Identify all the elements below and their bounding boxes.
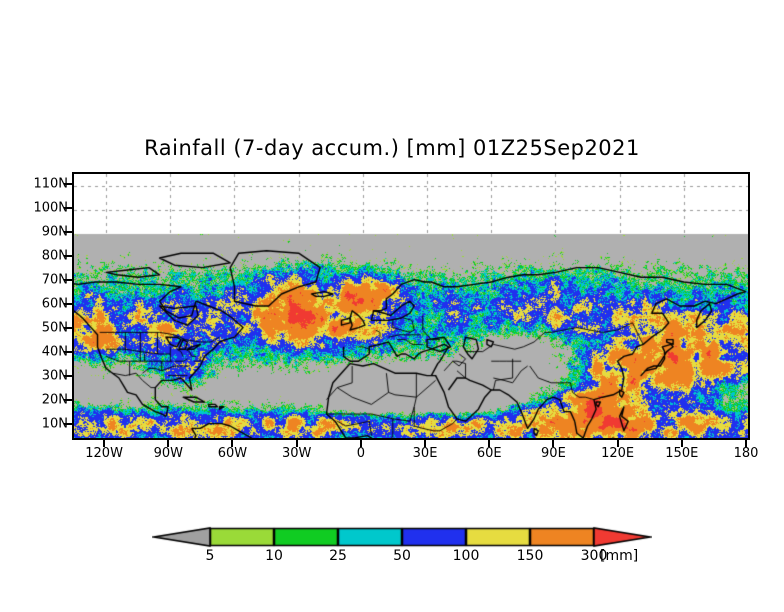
y-axis-tick-mark (64, 255, 72, 257)
colorbar-tick-label: 100 (452, 548, 480, 564)
y-axis-tick-mark (64, 279, 72, 281)
colorbar-unit-label: [mm] (600, 548, 639, 564)
figure-title: Rainfall (7-day accum.) [mm] 01Z25Sep202… (144, 136, 640, 160)
x-axis-tick-label: 90W (153, 446, 183, 461)
x-axis-tick-label: 180 (733, 446, 759, 461)
x-axis-tick-mark (488, 440, 491, 447)
y-axis-tick-label: 80N (41, 248, 68, 264)
map-plot-area (72, 172, 750, 440)
x-axis-tick-mark (167, 440, 170, 447)
y-axis-tick-label: 60N (41, 296, 68, 312)
y-axis-tick-label: 30N (41, 368, 68, 384)
x-axis-tick-mark (359, 440, 362, 447)
y-axis-tick-mark (64, 207, 72, 209)
x-axis-tick-mark (552, 440, 555, 447)
y-axis-tick-mark (64, 423, 72, 425)
x-axis-tick-mark (680, 440, 683, 447)
colorbar-tick-label: 25 (329, 548, 347, 564)
x-axis-tick-label: 30W (281, 446, 312, 461)
x-axis-tick-label: 120E (601, 446, 635, 461)
y-axis-tick-mark (64, 375, 72, 377)
x-axis-tick-mark (295, 440, 298, 447)
y-axis-tick-label: 90N (41, 224, 68, 240)
x-axis-tick-label: 30E (412, 446, 438, 461)
colorbar-swatches (152, 524, 652, 550)
x-axis-tick-mark (103, 440, 106, 447)
colorbar-tick-label: 300 (580, 548, 608, 564)
x-axis-tick-label: 60E (476, 446, 502, 461)
y-axis-tick-label: 20N (41, 392, 68, 408)
x-axis-tick-label: 90E (541, 446, 566, 461)
y-axis-tick-mark (64, 231, 72, 233)
x-axis-tick-label: 150E (665, 446, 699, 461)
colorbar-tick-label: 150 (516, 548, 544, 564)
x-axis-tick-label: 60W (217, 446, 248, 461)
colorbar-tick-label: 10 (265, 548, 283, 564)
y-axis-tick-label: 50N (41, 320, 68, 336)
y-axis-tick-mark (64, 183, 72, 185)
x-axis-tick-mark (745, 440, 747, 447)
y-axis-tick-mark (64, 351, 72, 353)
x-axis-tick-mark (616, 440, 619, 447)
y-axis-tick-label: 110N (33, 176, 68, 192)
y-axis-tick-label: 10N (41, 416, 68, 432)
y-axis-tick-label: 100N (33, 200, 68, 216)
y-axis-tick-mark (64, 399, 72, 401)
colorbar-tick-label: 50 (393, 548, 411, 564)
colorbar-tick-label: 5 (205, 548, 215, 564)
y-axis-tick-mark (64, 303, 72, 305)
x-axis-tick-mark (231, 440, 234, 447)
y-axis-tick-mark (64, 327, 72, 329)
x-axis-tick-label: 120W (85, 446, 123, 461)
y-axis-tick-label: 70N (41, 272, 68, 288)
colorbar (152, 524, 652, 550)
x-axis-tick-mark (424, 440, 427, 447)
y-axis-tick-label: 40N (41, 344, 68, 360)
x-axis-tick-label: 0 (356, 446, 365, 461)
rainfall-heatmap-canvas (74, 174, 748, 438)
